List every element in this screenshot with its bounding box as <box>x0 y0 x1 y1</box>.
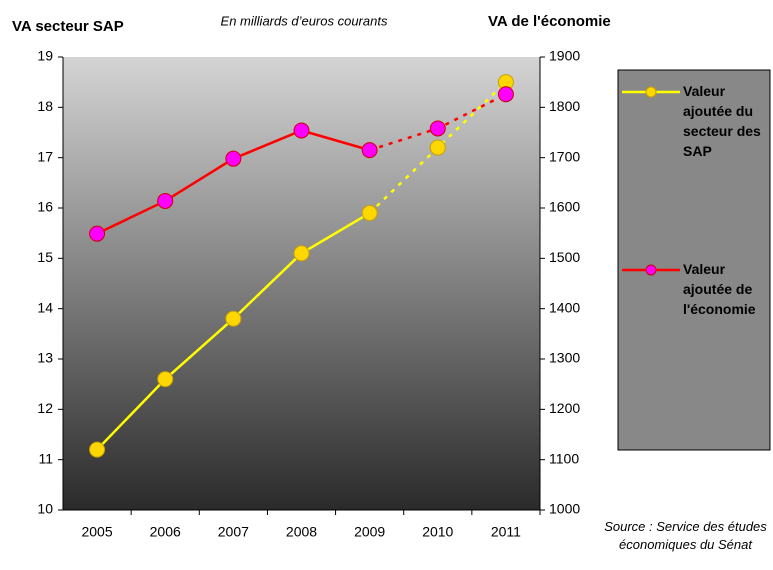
marker <box>293 122 310 139</box>
series-line-dashed <box>368 81 507 214</box>
y-tick-label: 11 <box>38 450 53 466</box>
marker <box>497 86 514 103</box>
x-tick-label: 2010 <box>422 524 453 540</box>
y-tick-label: 14 <box>37 299 53 315</box>
y2-tick-label: 1000 <box>549 501 580 517</box>
source: Source : Service des études économiques … <box>604 519 767 552</box>
marker <box>293 245 310 262</box>
marker <box>157 371 174 388</box>
x-tick-label: 2007 <box>218 524 249 540</box>
marker <box>225 150 242 167</box>
y2-tick-label: 1400 <box>549 299 580 315</box>
y-tick-label: 12 <box>37 400 53 416</box>
legend-entry-box: Valeur ajoutée du secteur des SAP <box>683 83 761 159</box>
marker <box>429 139 446 156</box>
y-tick-label: 10 <box>37 501 53 517</box>
y2-tick-label: 1900 <box>549 48 580 64</box>
y-axis-title: VA secteur SAP <box>12 18 124 35</box>
y-tick-label: 13 <box>37 350 53 366</box>
subtitle: En milliards d’euros courants <box>221 13 388 28</box>
x-tick-label: 2009 <box>354 524 385 540</box>
source-box: Source : Service des études économiques … <box>604 519 767 552</box>
x-tick-label: 2005 <box>81 524 112 540</box>
legend-entry-box: Valeur ajoutée de l'économie <box>683 261 756 317</box>
y2-tick-label: 1800 <box>549 98 580 114</box>
legend-entry: Valeur ajoutée du secteur des SAP <box>683 83 761 159</box>
y-tick-label: 16 <box>37 199 53 215</box>
y2-tick-label: 1300 <box>549 350 580 366</box>
y2-tick-label: 1700 <box>549 148 580 164</box>
marker <box>361 142 378 159</box>
y-tick-label: 18 <box>37 98 53 114</box>
y2-tick-label: 1600 <box>549 199 580 215</box>
legend-entry: Valeur ajoutée de l'économie <box>683 261 756 317</box>
marker <box>361 205 378 222</box>
y-tick-label: 15 <box>37 249 53 265</box>
legend-marker <box>645 264 657 276</box>
y-tick-label: 19 <box>37 48 53 64</box>
marker <box>225 310 242 327</box>
x-tick-label: 2006 <box>150 524 181 540</box>
y2-tick-label: 1100 <box>549 450 579 466</box>
marker <box>429 120 446 137</box>
y2-axis-title: VA de l'économie <box>488 13 611 30</box>
y2-tick-label: 1200 <box>549 400 580 416</box>
y-tick-label: 17 <box>37 148 53 164</box>
x-tick-label: 2008 <box>286 524 317 540</box>
marker <box>157 192 174 209</box>
legend-marker <box>645 86 657 98</box>
marker <box>89 225 106 242</box>
marker <box>89 441 106 458</box>
legend-box <box>617 69 771 451</box>
y2-tick-label: 1500 <box>549 249 580 265</box>
x-tick-label: 2011 <box>491 524 521 540</box>
